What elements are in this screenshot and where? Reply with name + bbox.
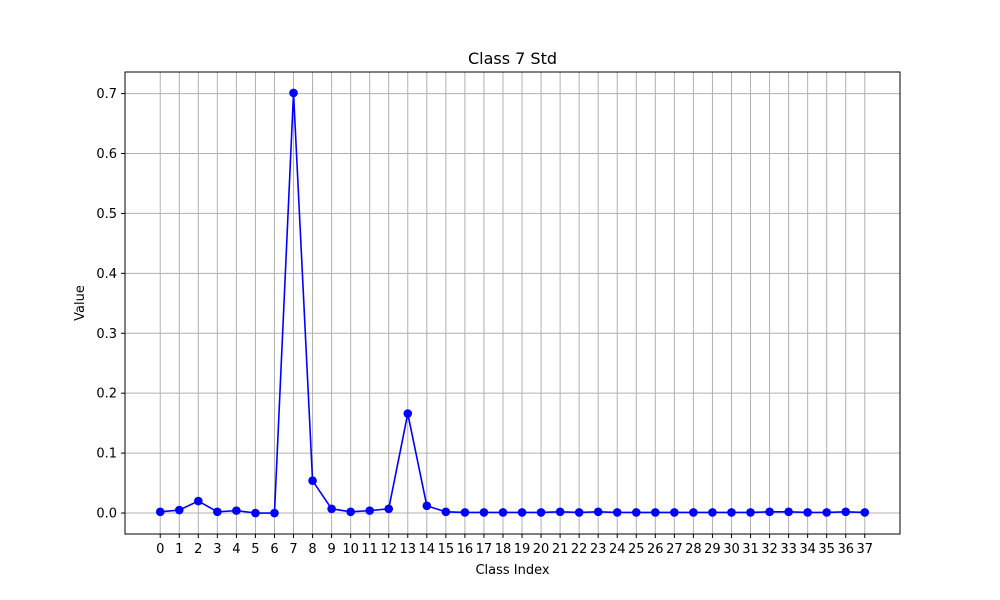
data-point (536, 508, 546, 517)
data-point (155, 507, 165, 517)
data-point (765, 507, 774, 517)
y-tick-label: 0.4 (96, 267, 117, 282)
x-tick-label: 24 (609, 542, 626, 557)
x-tick-label: 23 (590, 542, 607, 557)
x-tick-label: 15 (438, 542, 455, 557)
x-tick-label: 10 (342, 542, 359, 557)
x-tick-label: 14 (419, 542, 436, 557)
data-point (574, 508, 584, 517)
x-tick-label: 7 (289, 542, 297, 557)
plot-area-frame (124, 71, 901, 535)
x-tick-label: 34 (799, 542, 816, 557)
data-point (289, 88, 298, 98)
y-tick-label: 0.7 (96, 87, 117, 102)
data-point (746, 508, 755, 517)
data-point (479, 508, 489, 517)
x-tick-label: 32 (761, 542, 778, 557)
x-tick-label: 5 (251, 542, 259, 557)
x-tick-label: 21 (552, 542, 569, 557)
x-tick-label: 37 (856, 542, 873, 557)
data-point (308, 476, 317, 485)
data-point (784, 507, 793, 517)
data-point (346, 507, 355, 517)
x-axis-label: Class Index (475, 563, 549, 578)
x-tick-label: 8 (308, 542, 316, 557)
data-point (803, 508, 812, 517)
x-tick-label: 20 (533, 542, 550, 557)
y-tick-label: 0.6 (96, 147, 117, 162)
x-tick-label: 29 (704, 542, 721, 557)
x-tick-label: 16 (457, 542, 474, 557)
y-tick-label: 0.3 (96, 327, 117, 342)
x-tick-label: 17 (476, 542, 493, 557)
y-tick-label: 0.5 (96, 207, 117, 222)
data-point (327, 504, 336, 514)
y-axis-label: Value (73, 285, 88, 321)
x-tick-label: 30 (723, 542, 740, 557)
data-point (670, 508, 679, 517)
data-point (860, 508, 870, 517)
data-point (270, 508, 279, 518)
data-point (631, 508, 641, 517)
data-point (213, 507, 222, 517)
data-point (384, 504, 394, 514)
data-point (251, 508, 260, 518)
x-tick-label: 22 (571, 542, 588, 557)
data-point (517, 508, 527, 517)
data-point (727, 508, 736, 517)
y-tick-label: 0.0 (96, 507, 117, 522)
x-tick-label: 3 (213, 542, 221, 557)
data-point (841, 507, 851, 517)
data-point (708, 508, 717, 517)
axis-ticks: 0 1 2 3 4 5 6 7 8 9 10 11 12 13 14 15 16 17 18 19 20 21 22 23 24… (96, 87, 873, 557)
data-point (555, 507, 565, 517)
x-tick-label: 18 (495, 542, 512, 557)
data-point (498, 508, 508, 517)
data-point (194, 496, 203, 506)
x-tick-label: 2 (194, 542, 202, 557)
data-point (174, 505, 184, 515)
data-point (422, 501, 432, 511)
data-point (365, 506, 374, 515)
x-tick-label: 28 (685, 542, 702, 557)
x-tick-label: 6 (270, 542, 278, 557)
data-point (612, 508, 622, 517)
x-tick-label: 12 (380, 542, 397, 557)
x-tick-label: 13 (399, 542, 416, 557)
data-point (403, 409, 413, 418)
x-tick-label: 33 (780, 542, 797, 557)
x-tick-label: 26 (647, 542, 664, 557)
x-tick-label: 0 (156, 542, 164, 557)
y-tick-label: 0.2 (96, 387, 117, 402)
data-series (155, 88, 870, 518)
x-tick-label: 19 (514, 542, 531, 557)
data-point (232, 506, 241, 515)
x-tick-label: 31 (742, 542, 759, 557)
x-tick-label: 27 (666, 542, 683, 557)
x-tick-label: 36 (837, 542, 854, 557)
grid (125, 72, 900, 534)
data-point (689, 508, 698, 517)
x-tick-label: 1 (175, 542, 183, 557)
data-point (593, 507, 603, 517)
x-tick-label: 11 (361, 542, 378, 557)
data-point (460, 508, 470, 517)
y-tick-label: 0.1 (96, 447, 117, 462)
x-tick-label: 25 (628, 542, 645, 557)
x-tick-label: 4 (232, 542, 240, 557)
chart-title: Class 7 Std (468, 49, 557, 68)
data-point (651, 508, 660, 517)
data-point (441, 507, 451, 517)
x-tick-label: 9 (327, 542, 335, 557)
data-point (822, 508, 831, 517)
x-tick-label: 35 (818, 542, 835, 557)
